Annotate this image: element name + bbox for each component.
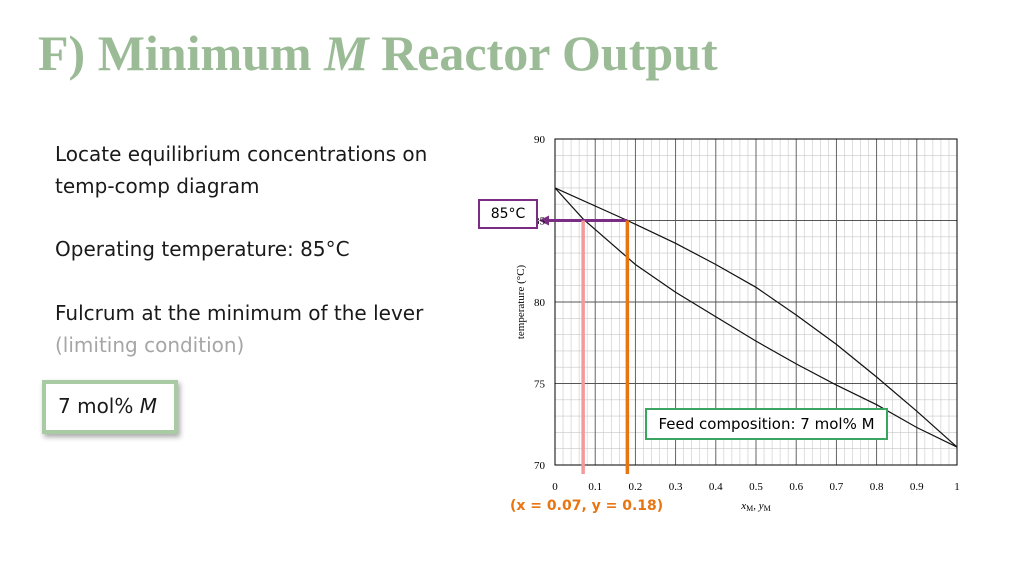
feed-composition-label: Feed composition: 7 mol% M (645, 408, 888, 440)
x-tick-label: 0.6 (789, 481, 803, 493)
chart-plot-frame (554, 138, 958, 466)
dew-point-curve (554, 187, 958, 448)
x-tick-label: 1 (954, 481, 960, 493)
equilibrium-composition-note: (x = 0.07, y = 0.18) (510, 498, 664, 514)
x-axis-sub-2: M (764, 504, 771, 513)
answer-box: 7 mol% M (42, 380, 178, 434)
instruction-line-2: temp-comp diagram (55, 174, 260, 198)
x-axis-var-1: x (740, 500, 746, 512)
x-tick-label: 0.4 (709, 481, 723, 493)
instruction-line-1: Locate equilibrium concentrations on (55, 142, 428, 166)
chart-markers (539, 215, 630, 474)
x-axis-var-2: y (758, 500, 764, 512)
title-prefix: F) Minimum (38, 25, 312, 81)
answer-value: 7 mol% (58, 394, 134, 418)
y-tick-label: 85 (534, 216, 546, 228)
x-tick-label: 0 (552, 481, 558, 493)
y-tick-label: 90 (534, 134, 546, 146)
limiting-condition-text: (limiting condition) (55, 333, 245, 357)
bubble-point-curve (554, 187, 958, 448)
chart-x-tick-labels: 0 0.1 0.2 0.3 0.4 0.5 0.6 0.7 0.8 0.9 1 (552, 481, 960, 493)
x-tick-label: 0.8 (870, 481, 884, 493)
x-tick-label: 0.5 (749, 481, 763, 493)
y-tick-label: 70 (534, 460, 546, 472)
x-tick-label: 0.7 (830, 481, 844, 493)
chart-curves (554, 187, 958, 448)
chart-y-tick-labels: 70 75 80 85 90 (534, 134, 546, 472)
fulcrum-text: Fulcrum at the minimum of the lever (55, 301, 424, 325)
x-tick-label: 0.3 (669, 481, 683, 493)
operating-temperature-text: Operating temperature: 85°C (55, 237, 350, 261)
x-axis-sub-1: M (746, 504, 753, 513)
operating-temperature-label: 85°C (478, 199, 538, 229)
x-tick-label: 0.1 (588, 481, 602, 493)
y-tick-label: 75 (534, 379, 546, 391)
chart-x-axis-label: xM, yM (740, 500, 771, 513)
slide-title: F) Minimum M Reactor Output (38, 24, 718, 82)
arrowhead-icon (539, 215, 549, 226)
y-tick-label: 80 (534, 297, 546, 309)
x-tick-label: 0.9 (910, 481, 924, 493)
title-variable: M (324, 25, 369, 81)
chart-y-axis-label: temperature (°C) (515, 264, 527, 339)
title-suffix: Reactor Output (381, 25, 718, 81)
x-tick-label: 0.2 (629, 481, 643, 493)
answer-variable: M (139, 394, 157, 418)
